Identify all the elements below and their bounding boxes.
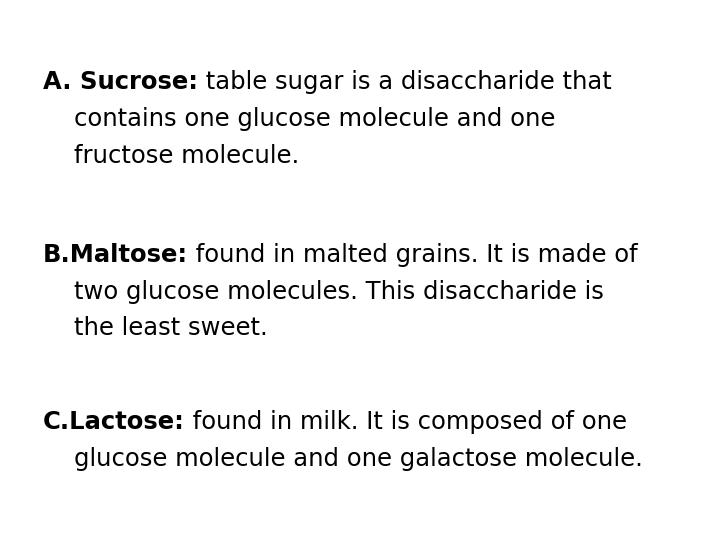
Text: found in malted grains. It is made of: found in malted grains. It is made of — [189, 243, 638, 267]
Text: table sugar is a disaccharide that: table sugar is a disaccharide that — [198, 70, 612, 94]
Text: A. Sucrose:: A. Sucrose: — [43, 70, 198, 94]
Text: the least sweet.: the least sweet. — [43, 316, 268, 340]
Text: contains one glucose molecule and one: contains one glucose molecule and one — [43, 107, 556, 131]
Text: glucose molecule and one galactose molecule.: glucose molecule and one galactose molec… — [43, 447, 643, 471]
Text: fructose molecule.: fructose molecule. — [43, 144, 300, 167]
Text: C.Lactose:: C.Lactose: — [43, 410, 185, 434]
Text: B.Maltose:: B.Maltose: — [43, 243, 189, 267]
Text: found in milk. It is composed of one: found in milk. It is composed of one — [185, 410, 627, 434]
Text: two glucose molecules. This disaccharide is: two glucose molecules. This disaccharide… — [43, 280, 604, 303]
